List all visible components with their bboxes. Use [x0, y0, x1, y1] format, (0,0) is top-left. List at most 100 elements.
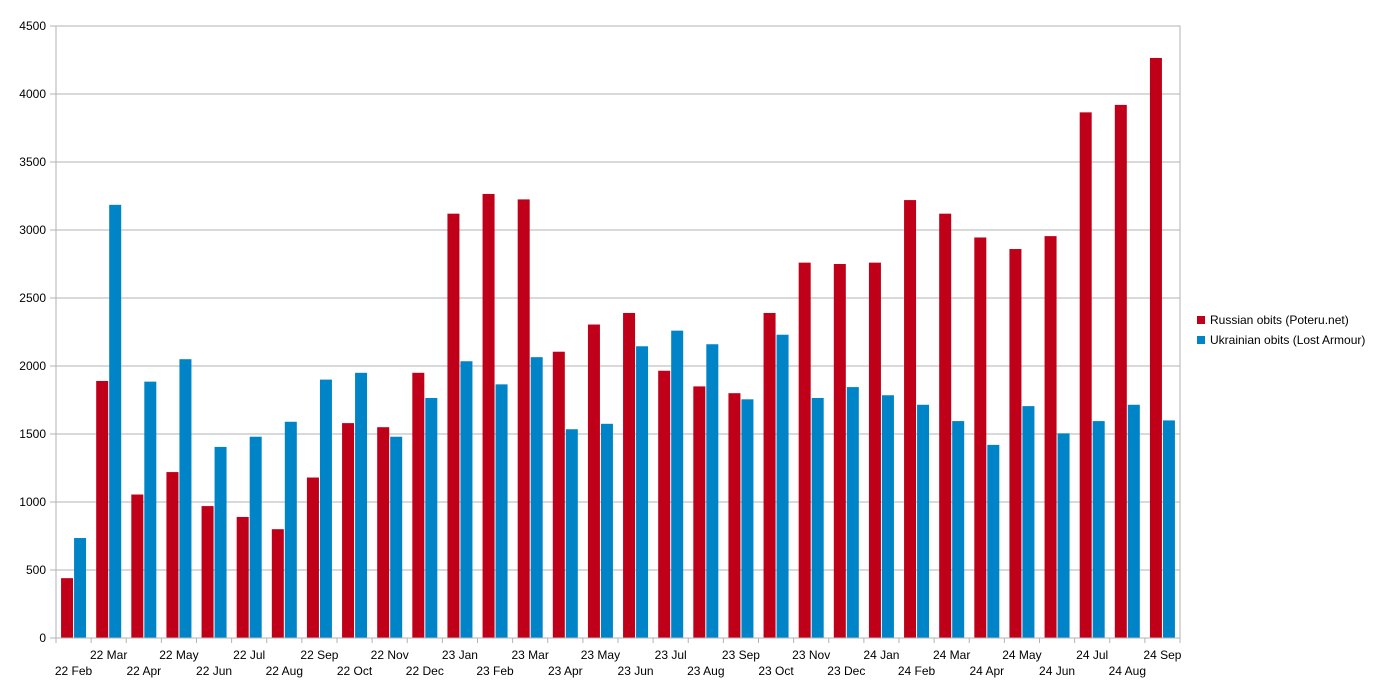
- bar-ukrainian-23-aug: [706, 344, 719, 638]
- bar-russian-22-feb: [61, 578, 74, 638]
- bar-ukrainian-24-jul: [1092, 421, 1105, 638]
- x-tick-label: 23 Feb: [476, 664, 514, 678]
- bar-ukrainian-22-feb: [74, 538, 87, 638]
- bar-ukrainian-22-aug: [284, 421, 297, 638]
- bar-russian-22-dec: [412, 372, 425, 638]
- bar-ukrainian-24-feb: [917, 404, 930, 638]
- x-tick-label: 22 Dec: [406, 664, 444, 678]
- bar-russian-23-mar: [517, 199, 530, 638]
- y-tick-label: 0: [39, 631, 46, 645]
- y-tick-label: 2000: [19, 359, 46, 373]
- bar-russian-23-jan: [447, 213, 460, 638]
- bar-russian-24-sep: [1149, 57, 1162, 638]
- bar-ukrainian-24-aug: [1127, 404, 1140, 638]
- bar-russian-24-aug: [1114, 104, 1127, 638]
- bar-russian-23-oct: [763, 312, 776, 638]
- x-tick-label: 23 Sep: [722, 648, 760, 662]
- x-tick-label: 23 Jun: [618, 664, 654, 678]
- x-tick-label: 23 Jan: [442, 648, 478, 662]
- x-tick-label: 24 Aug: [1109, 664, 1146, 678]
- bar-ukrainian-22-may: [179, 359, 192, 638]
- bar-russian-22-mar: [96, 380, 109, 638]
- x-tick-label: 24 Sep: [1143, 648, 1181, 662]
- bar-russian-23-apr: [552, 351, 565, 638]
- legend-label-ukrainian: Ukrainian obits (Lost Armour): [1210, 333, 1366, 347]
- x-tick-label: 22 May: [159, 648, 198, 662]
- bar-ukrainian-23-nov: [811, 397, 824, 638]
- y-tick-label: 4500: [19, 19, 46, 33]
- bar-russian-23-dec: [833, 264, 846, 638]
- y-tick-label: 500: [26, 563, 46, 577]
- bar-ukrainian-24-sep: [1162, 420, 1175, 638]
- y-tick-label: 1000: [19, 495, 46, 509]
- x-tick-label: 23 Dec: [827, 664, 865, 678]
- bar-ukrainian-22-jul: [249, 436, 262, 638]
- bar-ukrainian-23-feb: [495, 384, 508, 638]
- x-tick-label: 22 Aug: [266, 664, 303, 678]
- bar-russian-22-may: [166, 472, 179, 638]
- bar-ukrainian-24-jun: [1057, 433, 1070, 638]
- x-tick-label: 24 Apr: [969, 664, 1004, 678]
- bar-russian-22-aug: [271, 529, 284, 638]
- bar-ukrainian-22-nov: [390, 436, 403, 638]
- y-tick-label: 3500: [19, 155, 46, 169]
- y-tick-label: 2500: [19, 291, 46, 305]
- x-tick-label: 22 Jul: [233, 648, 265, 662]
- bar-ukrainian-23-jul: [671, 330, 684, 638]
- y-tick-label: 4000: [19, 87, 46, 101]
- bar-russian-23-feb: [482, 193, 495, 638]
- x-tick-label: 24 Jan: [863, 648, 899, 662]
- x-tick-label: 23 Mar: [512, 648, 549, 662]
- x-tick-label: 22 Sep: [300, 648, 338, 662]
- bar-ukrainian-23-may: [600, 423, 613, 638]
- x-tick-label: 23 Oct: [758, 664, 794, 678]
- legend-item-russian: Russian obits (Poteru.net): [1197, 310, 1365, 330]
- x-tick-label: 23 Nov: [792, 648, 830, 662]
- bar-ukrainian-22-apr: [144, 381, 157, 638]
- x-tick-label: 22 Oct: [337, 664, 373, 678]
- bar-russian-24-may: [1009, 249, 1022, 639]
- bar-ukrainian-23-dec: [846, 387, 859, 638]
- x-tick-label: 22 Feb: [55, 664, 93, 678]
- x-tick-label: 22 Jun: [196, 664, 232, 678]
- bar-ukrainian-22-oct: [355, 372, 368, 638]
- bar-ukrainian-23-jun: [636, 346, 649, 638]
- x-tick-label: 24 Feb: [898, 664, 936, 678]
- bar-russian-24-jan: [868, 262, 881, 638]
- bar-russian-24-mar: [939, 213, 952, 638]
- bar-ukrainian-23-mar: [530, 357, 543, 638]
- bar-russian-22-jun: [201, 506, 214, 638]
- bar-ukrainian-22-jun: [214, 446, 227, 638]
- legend-swatch-ukrainian: [1197, 336, 1205, 344]
- bar-ukrainian-23-jan: [460, 361, 473, 638]
- bar-russian-23-sep: [728, 393, 741, 638]
- legend-swatch-russian: [1197, 316, 1205, 324]
- y-tick-label: 1500: [19, 427, 46, 441]
- bar-russian-22-nov: [377, 427, 390, 638]
- bars: [61, 57, 1175, 639]
- bar-russian-23-aug: [693, 386, 706, 638]
- bar-ukrainian-24-mar: [952, 421, 965, 638]
- legend: Russian obits (Poteru.net) Ukrainian obi…: [1197, 310, 1365, 350]
- bar-ukrainian-24-jan: [881, 395, 894, 638]
- x-tick-label: 23 Jul: [655, 648, 687, 662]
- x-tick-label: 22 Apr: [126, 664, 161, 678]
- x-tick-label: 24 May: [1002, 648, 1041, 662]
- plot-frame: [55, 25, 1181, 639]
- bar-russian-22-apr: [131, 494, 144, 638]
- bar-russian-24-jul: [1079, 112, 1092, 639]
- y-axis-ticks: 0 500 1000 1500 2000 2500 3000 3500 4000 4500: [19, 19, 56, 645]
- bar-russian-22-oct: [342, 423, 355, 638]
- legend-label-russian: Russian obits (Poteru.net): [1210, 313, 1349, 327]
- bar-ukrainian-22-mar: [109, 204, 122, 638]
- bar-ukrainian-23-apr: [565, 429, 578, 638]
- bar-ukrainian-24-may: [1022, 406, 1035, 638]
- x-tick-label: 23 May: [581, 648, 620, 662]
- bar-russian-22-sep: [306, 477, 319, 638]
- x-tick-label: 22 Mar: [90, 648, 127, 662]
- x-tick-label: 24 Mar: [933, 648, 970, 662]
- bar-russian-22-jul: [236, 516, 249, 638]
- bar-russian-24-jun: [1044, 236, 1057, 638]
